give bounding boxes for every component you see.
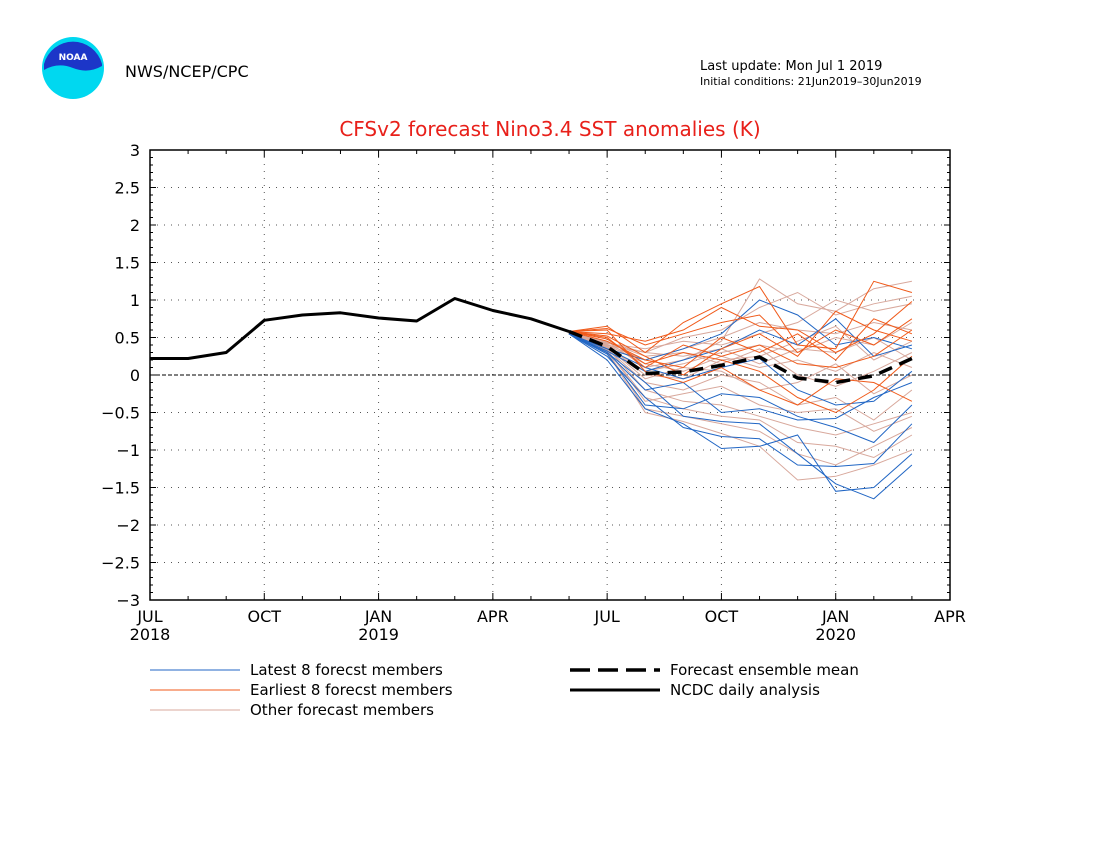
legend-label-earliest: Earliest 8 forecst members <box>250 681 453 699</box>
x-tick-label: OCT <box>248 607 282 626</box>
x-tick-year-label: 2020 <box>815 625 856 644</box>
x-tick-year-label: 2018 <box>130 625 171 644</box>
legend: Latest 8 forecst members Earliest 8 forec… <box>150 661 859 719</box>
initial-conditions-label: Initial conditions: 21Jun2019–30Jun2019 <box>700 75 922 88</box>
member-line-other-16 <box>568 332 913 365</box>
x-tick-year-label: 2019 <box>358 625 399 644</box>
member-line-earliest-5 <box>568 318 913 369</box>
member-line-latest-4 <box>568 333 913 406</box>
y-tick-label: −0.5 <box>101 404 140 423</box>
y-tick-label: −1 <box>116 441 140 460</box>
member-line-other-11 <box>568 332 913 395</box>
last-update-label: Last update: Mon Jul 1 2019 <box>700 59 882 74</box>
y-tick-label: 2.5 <box>115 179 140 198</box>
member-line-latest-2 <box>568 333 913 468</box>
ensemble-mean-line <box>568 329 913 385</box>
member-line-earliest-7 <box>568 331 913 414</box>
y-tick-label: −2.5 <box>101 554 140 573</box>
y-tick-label: 3 <box>130 141 140 160</box>
member-line-earliest-1 <box>568 280 913 354</box>
legend-label-latest: Latest 8 forecst members <box>250 661 443 679</box>
analysis-series <box>150 297 570 360</box>
legend-label-other: Other forecast members <box>250 701 434 719</box>
member-line-latest-8 <box>568 333 913 444</box>
y-tick-label: 2 <box>130 216 140 235</box>
member-line-earliest-8 <box>568 310 913 376</box>
member-line-earliest-2 <box>568 301 913 354</box>
x-tick-label: APR <box>934 607 966 626</box>
x-tick-label: JAN <box>364 607 392 626</box>
chart-title: CFSv2 forecast Nino3.4 SST anomalies (K) <box>339 117 760 141</box>
logo-text: NOAA <box>59 53 88 63</box>
ensemble-mean-series <box>568 329 913 385</box>
legend-label-analysis: NCDC daily analysis <box>670 681 820 699</box>
member-line-earliest-3 <box>568 329 913 369</box>
y-tick-label: 0.5 <box>115 329 140 348</box>
member-line-earliest-6 <box>568 314 913 354</box>
y-axis-labels: 3 2.5 2 1.5 1 0.5 0 −0.5 −1 −1.5 −2 −2.5 −3 <box>101 141 140 610</box>
x-tick-label: JAN <box>821 607 849 626</box>
y-tick-label: −1.5 <box>101 479 140 498</box>
y-tick-label: 0 <box>130 366 140 385</box>
legend-label-mean: Forecast ensemble mean <box>670 661 859 679</box>
y-tick-label: −2 <box>116 516 140 535</box>
member-line-other-7 <box>568 332 913 481</box>
x-tick-label: JUL <box>136 607 162 626</box>
x-tick-label: OCT <box>705 607 739 626</box>
member-line-other-6 <box>568 332 913 459</box>
x-tick-label: APR <box>477 607 509 626</box>
y-tick-label: 1 <box>130 291 140 310</box>
forecast-members <box>568 278 913 500</box>
member-line-latest-1 <box>568 333 913 492</box>
x-tick-label: JUL <box>593 607 619 626</box>
member-line-latest-6 <box>568 333 913 421</box>
agency-label: NWS/NCEP/CPC <box>125 62 249 81</box>
y-tick-label: 1.5 <box>115 254 140 273</box>
logo-inner-shape <box>44 41 102 71</box>
member-line-latest-3 <box>568 333 913 500</box>
y-tick-label: −3 <box>116 591 140 610</box>
noaa-logo: NOAA <box>42 37 104 99</box>
analysis-line <box>150 297 570 360</box>
axis-ticks <box>149 149 951 601</box>
